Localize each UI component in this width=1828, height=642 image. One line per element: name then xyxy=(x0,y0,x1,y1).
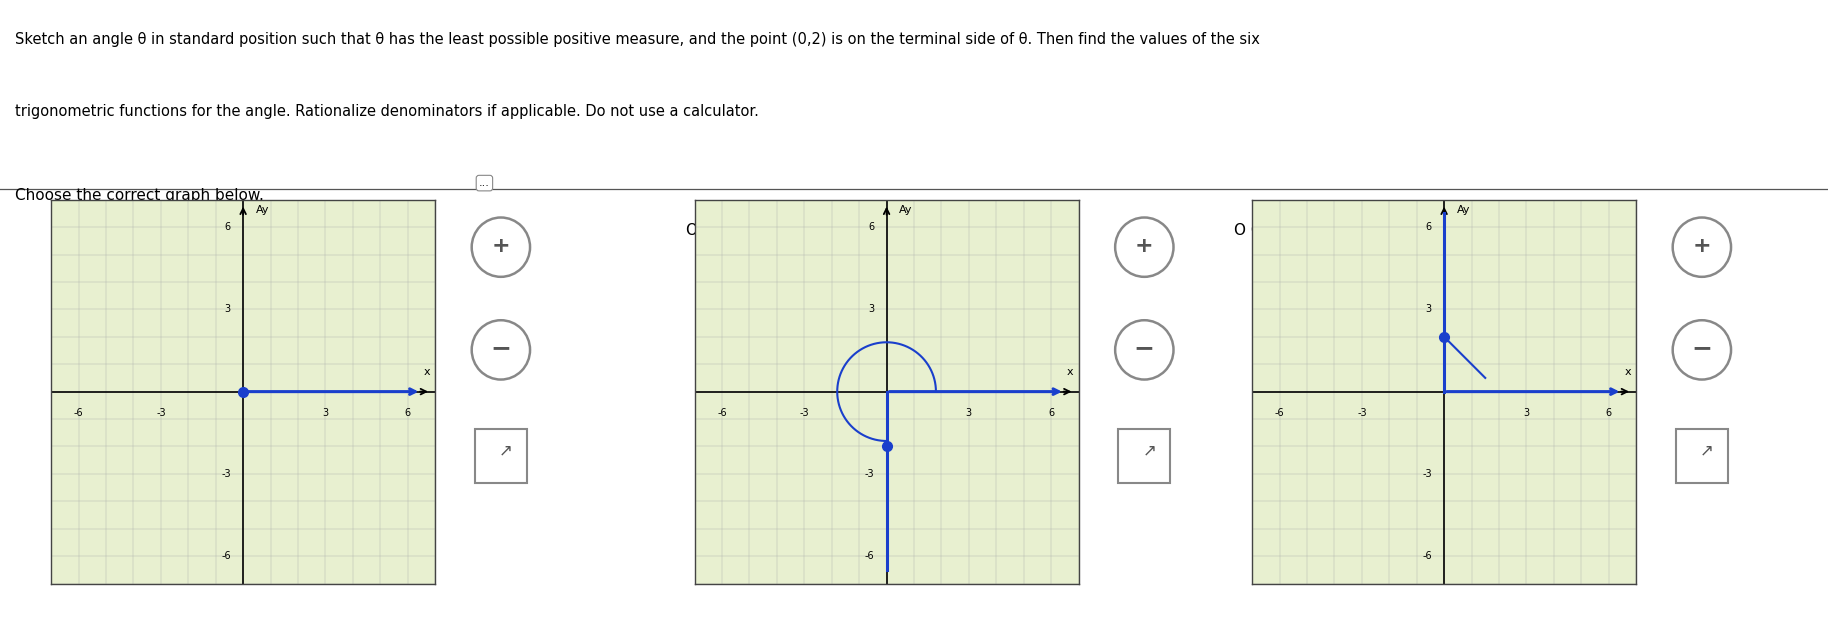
Text: 3: 3 xyxy=(1426,304,1431,315)
Text: 6: 6 xyxy=(225,222,230,232)
Text: −: − xyxy=(1133,336,1155,360)
Circle shape xyxy=(1115,320,1174,379)
Text: −: − xyxy=(490,336,512,360)
Text: Ay: Ay xyxy=(256,205,269,215)
Text: -6: -6 xyxy=(717,408,728,418)
Text: O B.: O B. xyxy=(686,223,718,238)
Text: ↗: ↗ xyxy=(1700,442,1715,460)
Text: x: x xyxy=(1625,367,1631,377)
Text: 3: 3 xyxy=(225,304,230,315)
Circle shape xyxy=(1673,218,1731,277)
Text: Sketch an angle θ in standard position such that θ has the least possible positi: Sketch an angle θ in standard position s… xyxy=(15,32,1259,48)
Text: Ay: Ay xyxy=(1457,205,1470,215)
Text: Ay: Ay xyxy=(899,205,912,215)
Text: trigonometric functions for the angle. Rationalize denominators if applicable. D: trigonometric functions for the angle. R… xyxy=(15,104,759,119)
FancyBboxPatch shape xyxy=(1676,429,1727,483)
Text: 6: 6 xyxy=(868,222,874,232)
FancyBboxPatch shape xyxy=(1119,429,1170,483)
Text: ↗: ↗ xyxy=(1142,442,1157,460)
Text: x: x xyxy=(1068,367,1073,377)
Text: Choose the correct graph below.: Choose the correct graph below. xyxy=(15,188,263,203)
Text: -3: -3 xyxy=(865,469,874,479)
FancyBboxPatch shape xyxy=(475,429,526,483)
Circle shape xyxy=(472,320,530,379)
Text: 6: 6 xyxy=(404,408,411,418)
Circle shape xyxy=(1673,320,1731,379)
Text: +: + xyxy=(492,236,510,256)
Text: 3: 3 xyxy=(322,408,329,418)
Text: +: + xyxy=(1135,236,1153,256)
Circle shape xyxy=(1115,218,1174,277)
Text: O C.: O C. xyxy=(1234,223,1267,238)
Circle shape xyxy=(472,218,530,277)
Text: -3: -3 xyxy=(1422,469,1431,479)
Text: O A.: O A. xyxy=(55,223,86,238)
Text: 6: 6 xyxy=(1047,408,1055,418)
Text: 3: 3 xyxy=(868,304,874,315)
Text: -3: -3 xyxy=(155,408,166,418)
Text: -6: -6 xyxy=(73,408,84,418)
Text: +: + xyxy=(1693,236,1711,256)
Text: -3: -3 xyxy=(799,408,810,418)
Text: 3: 3 xyxy=(965,408,972,418)
Text: 6: 6 xyxy=(1426,222,1431,232)
Text: 6: 6 xyxy=(1605,408,1612,418)
Text: ↗: ↗ xyxy=(499,442,514,460)
Text: x: x xyxy=(424,367,430,377)
Text: -6: -6 xyxy=(1274,408,1285,418)
Text: 3: 3 xyxy=(1523,408,1530,418)
Text: -3: -3 xyxy=(1356,408,1367,418)
Text: -3: -3 xyxy=(221,469,230,479)
Text: -6: -6 xyxy=(1422,551,1431,561)
Text: -6: -6 xyxy=(865,551,874,561)
Text: ...: ... xyxy=(479,178,490,188)
Text: −: − xyxy=(1691,336,1713,360)
Text: -6: -6 xyxy=(221,551,230,561)
